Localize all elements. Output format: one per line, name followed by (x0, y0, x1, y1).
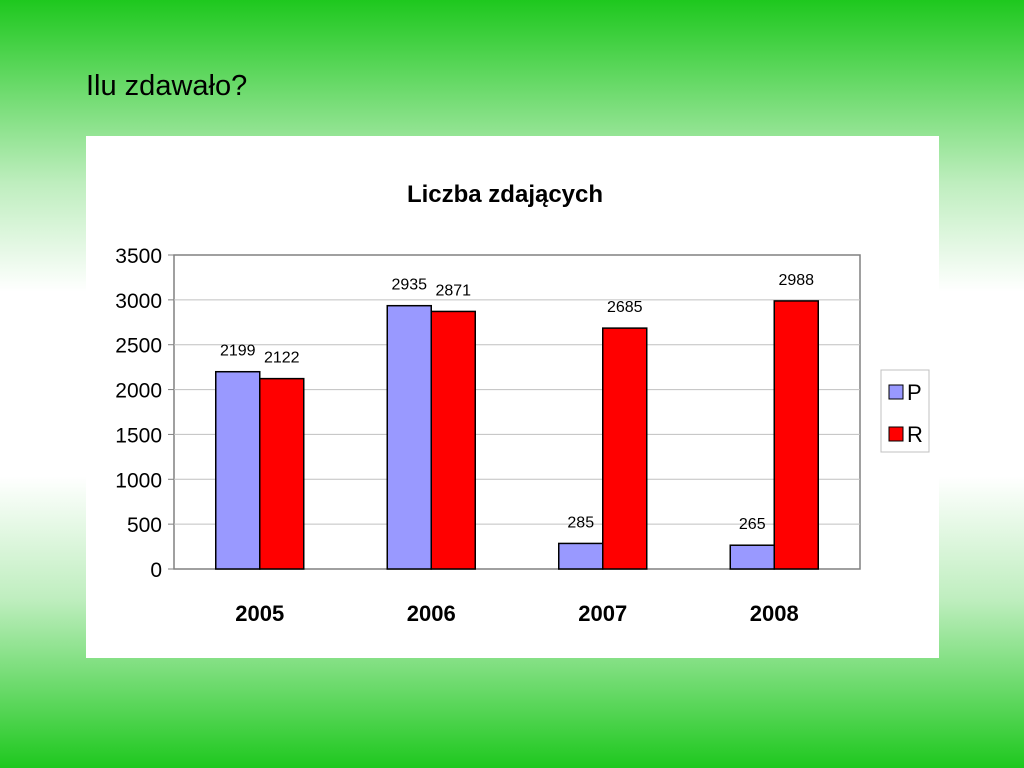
legend-label-P: P (907, 380, 922, 405)
bar-P-2007 (558, 542, 604, 570)
data-label: 285 (567, 514, 594, 531)
bar-R-2008 (773, 300, 819, 570)
data-label: 2988 (778, 272, 814, 289)
legend-label-R: R (907, 422, 923, 447)
legend-box (880, 369, 930, 453)
data-label: 2122 (264, 350, 300, 367)
data-label: 2935 (391, 277, 427, 294)
x-tick-label: 2007 (578, 601, 627, 626)
x-tick-label: 2008 (750, 601, 799, 626)
bar-P-2005 (215, 370, 261, 570)
y-tick-label: 2500 (115, 335, 162, 358)
bar-R-2005 (259, 377, 305, 570)
data-label: 2685 (607, 299, 643, 316)
y-tick-label: 2000 (115, 380, 162, 403)
data-label: 2871 (435, 282, 471, 299)
y-tick-label: 1500 (115, 424, 162, 447)
y-tick-label: 0 (150, 559, 162, 582)
x-tick-label: 2005 (235, 601, 284, 626)
plot-area: 0 500 1000 1500 2000 2500 3000 3500 2199 2122 2005… (115, 245, 861, 626)
x-tick-label: 2006 (407, 601, 456, 626)
slide-title: Ilu zdawało? (86, 70, 248, 102)
chart-legend: PR (880, 369, 930, 453)
bar-P-2006 (386, 304, 432, 570)
bar-chart: Liczba zdających 0 500 1000 1500 2000 2500 300… (115, 181, 930, 626)
legend-swatch-P (888, 384, 904, 400)
y-tick-label: 3000 (115, 290, 162, 313)
y-tick-label: 3500 (115, 245, 162, 268)
bar-R-2006 (430, 310, 476, 570)
chart-title: Liczba zdających (407, 181, 603, 208)
bar-P-2008 (729, 544, 775, 570)
data-label: 265 (739, 516, 766, 533)
legend-swatch-R (888, 426, 904, 442)
data-label: 2199 (220, 343, 256, 360)
y-tick-label: 1000 (115, 469, 162, 492)
chart-panel: Liczba zdających 0 500 1000 1500 2000 2500 300… (86, 136, 939, 658)
bar-R-2007 (602, 327, 648, 570)
y-tick-label: 500 (127, 514, 162, 537)
